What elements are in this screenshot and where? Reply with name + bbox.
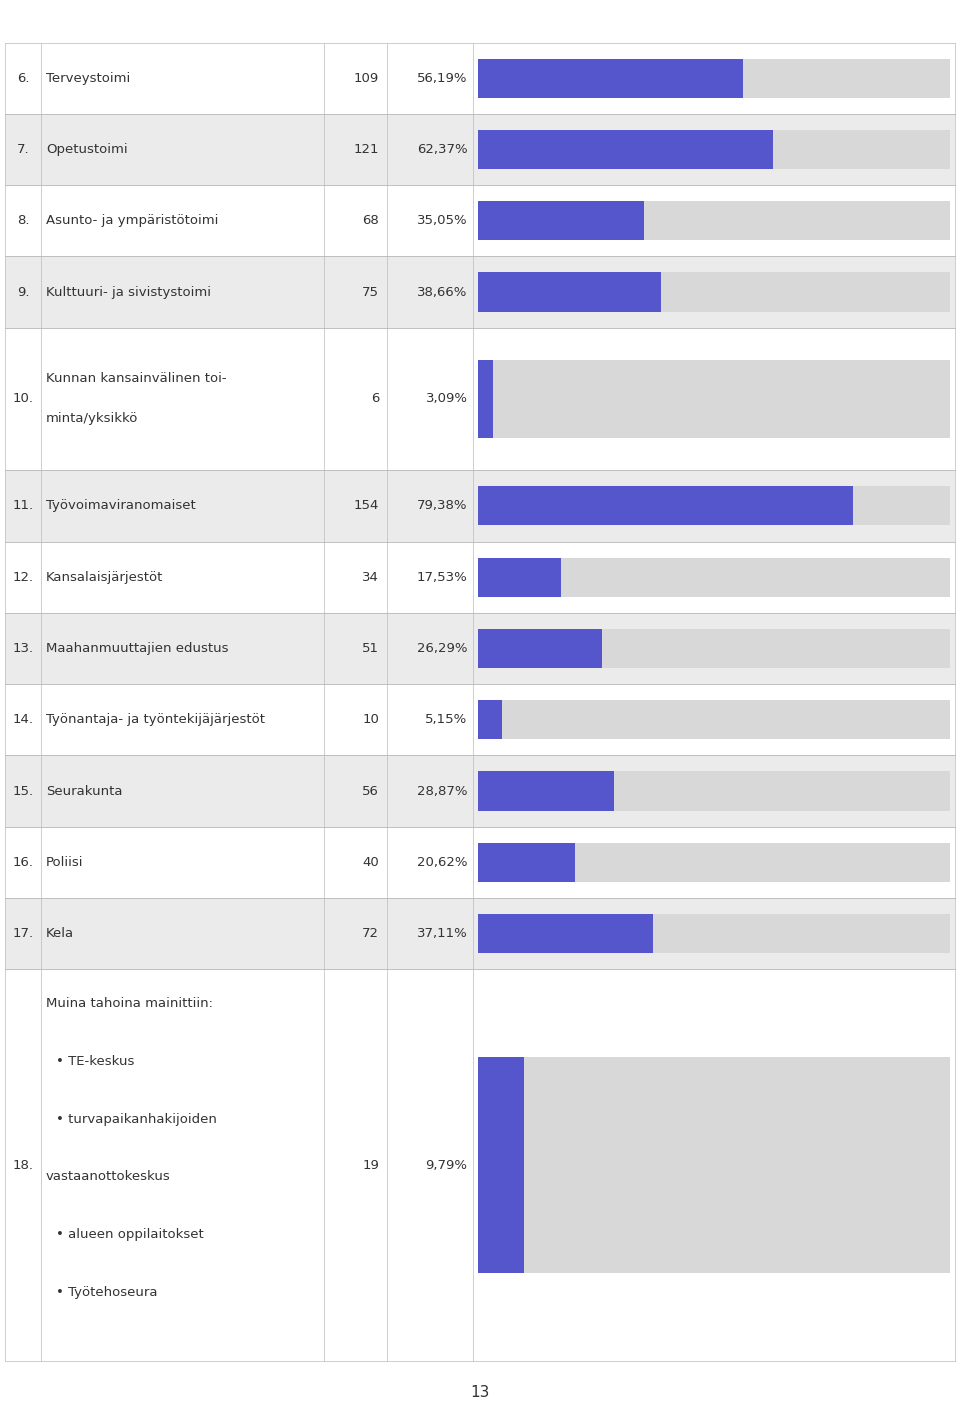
Bar: [478, 272, 660, 312]
Text: Poliisi: Poliisi: [46, 856, 84, 869]
Text: vastaanottokeskus: vastaanottokeskus: [46, 1170, 171, 1183]
Text: 9.: 9.: [16, 285, 30, 299]
Text: 12.: 12.: [12, 570, 34, 584]
Bar: [5, 542, 955, 613]
Text: Kela: Kela: [46, 927, 74, 940]
Text: Työnantaja- ja työntekijäjärjestöt: Työnantaja- ja työntekijäjärjestöt: [46, 713, 265, 726]
Text: Seurakunta: Seurakunta: [46, 784, 123, 797]
Bar: [478, 130, 773, 169]
Text: • Työtehoseura: • Työtehoseura: [56, 1286, 157, 1299]
Bar: [5, 471, 955, 542]
Text: 154: 154: [354, 499, 379, 512]
Bar: [478, 557, 561, 597]
Bar: [478, 842, 950, 882]
Bar: [478, 1058, 524, 1273]
Text: 16.: 16.: [12, 856, 34, 869]
Text: 121: 121: [353, 143, 379, 156]
Bar: [478, 628, 602, 668]
Bar: [478, 360, 950, 438]
Text: 19: 19: [362, 1159, 379, 1171]
Text: Kunnan kansainvälinen toi-: Kunnan kansainvälinen toi-: [46, 373, 227, 386]
Text: 13.: 13.: [12, 642, 34, 655]
Text: • alueen oppilaitokset: • alueen oppilaitokset: [56, 1228, 204, 1241]
Text: 51: 51: [362, 642, 379, 655]
Bar: [478, 58, 950, 98]
Bar: [5, 613, 955, 683]
Bar: [478, 771, 614, 811]
Bar: [5, 683, 955, 756]
Bar: [478, 700, 502, 739]
Bar: [5, 827, 955, 898]
Text: 6.: 6.: [16, 72, 30, 85]
Text: 72: 72: [362, 927, 379, 940]
Bar: [478, 486, 950, 526]
Text: 35,05%: 35,05%: [417, 214, 468, 227]
Text: 34: 34: [362, 570, 379, 584]
Text: 13: 13: [470, 1385, 490, 1400]
Text: 8.: 8.: [16, 214, 30, 227]
Text: 10.: 10.: [12, 393, 34, 406]
Text: Asunto- ja ympäristötoimi: Asunto- ja ympäristötoimi: [46, 214, 219, 227]
Bar: [478, 486, 853, 526]
Text: 37,11%: 37,11%: [417, 927, 468, 940]
Bar: [478, 557, 950, 597]
Text: 75: 75: [362, 285, 379, 299]
Bar: [5, 898, 955, 970]
Bar: [478, 360, 492, 438]
Text: 109: 109: [354, 72, 379, 85]
Text: Kansalaisjärjestöt: Kansalaisjärjestöt: [46, 570, 163, 584]
Text: 15.: 15.: [12, 784, 34, 797]
Text: 17,53%: 17,53%: [417, 570, 468, 584]
Text: 40: 40: [363, 856, 379, 869]
Bar: [5, 257, 955, 328]
Bar: [478, 628, 950, 668]
Bar: [5, 970, 955, 1361]
Text: Muina tahoina mainittiin:: Muina tahoina mainittiin:: [46, 997, 213, 1010]
Text: minta/yksikkö: minta/yksikkö: [46, 413, 138, 425]
Bar: [478, 915, 654, 953]
Text: • TE-keskus: • TE-keskus: [56, 1055, 134, 1068]
Text: 5,15%: 5,15%: [425, 713, 468, 726]
Text: 10: 10: [362, 713, 379, 726]
Text: 20,62%: 20,62%: [417, 856, 468, 869]
Bar: [478, 201, 950, 240]
Text: • turvapaikanhakijoiden: • turvapaikanhakijoiden: [56, 1113, 217, 1126]
Bar: [478, 842, 575, 882]
Text: 18.: 18.: [12, 1159, 34, 1171]
Text: 38,66%: 38,66%: [418, 285, 468, 299]
Bar: [478, 272, 950, 312]
Bar: [478, 201, 643, 240]
Text: 3,09%: 3,09%: [425, 393, 468, 406]
Text: 28,87%: 28,87%: [417, 784, 468, 797]
Text: 62,37%: 62,37%: [417, 143, 468, 156]
Text: 17.: 17.: [12, 927, 34, 940]
Text: Kulttuuri- ja sivistystoimi: Kulttuuri- ja sivistystoimi: [46, 285, 211, 299]
Bar: [5, 186, 955, 257]
Text: Terveystoimi: Terveystoimi: [46, 72, 131, 85]
Text: 68: 68: [363, 214, 379, 227]
Text: 6: 6: [371, 393, 379, 406]
Bar: [478, 1058, 950, 1273]
Text: 56,19%: 56,19%: [417, 72, 468, 85]
Text: 79,38%: 79,38%: [417, 499, 468, 512]
Bar: [478, 58, 743, 98]
Bar: [5, 328, 955, 471]
Bar: [478, 915, 950, 953]
Text: 11.: 11.: [12, 499, 34, 512]
Bar: [478, 130, 950, 169]
Bar: [478, 700, 950, 739]
Text: Opetustoimi: Opetustoimi: [46, 143, 128, 156]
Text: 14.: 14.: [12, 713, 34, 726]
Text: Työvoimaviranomaiset: Työvoimaviranomaiset: [46, 499, 196, 512]
Bar: [5, 43, 955, 113]
Bar: [5, 756, 955, 827]
Text: 9,79%: 9,79%: [425, 1159, 468, 1171]
Bar: [5, 113, 955, 186]
Text: 26,29%: 26,29%: [417, 642, 468, 655]
Text: 7.: 7.: [16, 143, 30, 156]
Text: 56: 56: [362, 784, 379, 797]
Text: Maahanmuuttajien edustus: Maahanmuuttajien edustus: [46, 642, 228, 655]
Bar: [478, 771, 950, 811]
